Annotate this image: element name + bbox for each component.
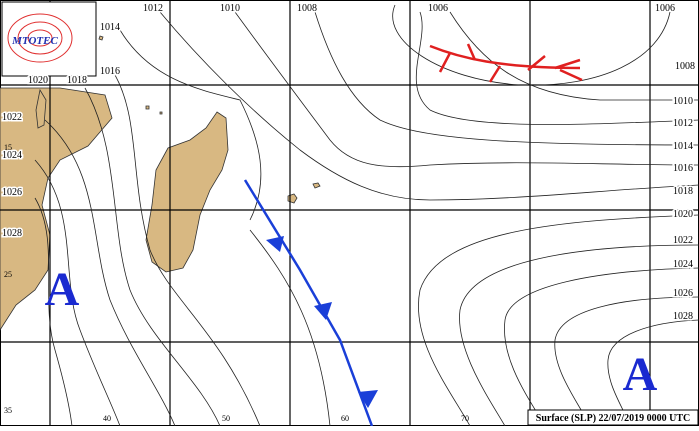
trough: [429, 43, 583, 83]
isobar: [314, 11, 699, 146]
pressure-label: 1018: [673, 186, 693, 197]
pressure-label: 1016: [100, 66, 120, 77]
isobar: [159, 11, 699, 201]
longitude-label: 50: [222, 414, 230, 423]
pressure-label: 1014: [673, 141, 693, 152]
isobar: [449, 11, 699, 101]
isobar: [392, 4, 671, 86]
logo: MTOTEC: [1, 1, 97, 77]
pressure-label: 1016: [673, 163, 693, 174]
isobar: [84, 87, 221, 427]
longitude-label: 70: [461, 414, 469, 423]
cold-front: [243, 179, 378, 427]
caption: Surface (SLP) 22/07/2019 0000 UTC: [536, 413, 690, 424]
logo-ring: [27, 29, 53, 47]
isobar: [418, 214, 699, 427]
pressure-label: 1020: [673, 209, 693, 220]
isobar: [114, 74, 261, 427]
pressure-label: 1024: [2, 150, 22, 161]
isobar: [44, 119, 176, 427]
latitude-label: 35: [4, 406, 12, 415]
isobar: [34, 197, 73, 427]
pressure-label: 1012: [673, 118, 693, 129]
pressure-label: 1008: [675, 61, 695, 72]
pressure-label: 1006: [428, 3, 448, 14]
high-pressure-label: A: [623, 348, 658, 401]
pressure-label: 1012: [143, 3, 163, 14]
pressure-label: 1026: [673, 288, 693, 299]
lake: [35, 88, 47, 129]
isobar: [607, 319, 699, 427]
pressure-label: 1024: [673, 259, 693, 270]
pressure-label: 1020: [28, 75, 48, 86]
pressure-label: 1028: [2, 228, 22, 239]
logo-ring: [7, 13, 73, 63]
isobar: [459, 244, 699, 427]
pressure-label: 1010: [220, 3, 240, 14]
pressure-label: 1008: [297, 3, 317, 14]
pressure-label: 1010: [673, 96, 693, 107]
pressure-label: 1022: [2, 112, 22, 123]
pressure-label: 1026: [2, 187, 22, 198]
isobar: [234, 11, 699, 168]
high-pressure-label: A: [45, 263, 80, 316]
front-barbs: [438, 43, 583, 83]
isobar: [249, 229, 331, 427]
isobar: [34, 159, 121, 427]
pressure-label: 1006: [655, 3, 675, 14]
pressure-label: 1028: [673, 311, 693, 322]
longitude-label: 40: [103, 414, 111, 423]
caption-box: [527, 409, 699, 426]
front-line: [429, 44, 581, 70]
pressure-label: 1018: [67, 75, 87, 86]
isobar: [554, 296, 699, 427]
islands: [98, 35, 321, 204]
pressure-label: 1014: [100, 22, 120, 33]
pressure-label: 1022: [673, 235, 693, 246]
isobar: [119, 29, 262, 221]
latitude-label: 15: [4, 143, 12, 152]
madagascar: [145, 111, 229, 273]
latitude-label: 25: [4, 270, 12, 279]
isobar: [504, 267, 699, 427]
isobar: [415, 11, 699, 125]
logo-text: MTOTEC: [11, 35, 58, 47]
isobars: [34, 4, 699, 427]
longitude-label: 60: [341, 414, 349, 423]
logo-ring: [17, 21, 63, 55]
